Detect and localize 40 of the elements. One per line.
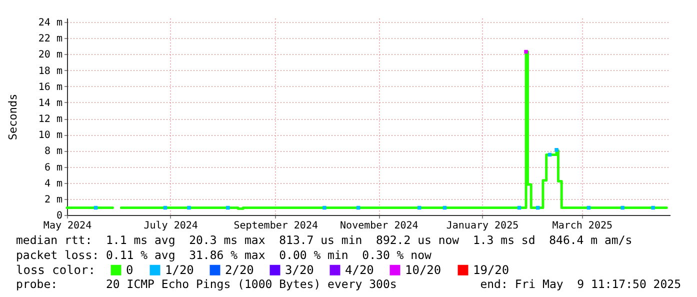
x-tick-label: January 2025	[446, 220, 519, 232]
y-tick-label: 0	[56, 210, 62, 222]
x-tick-label: November 2024	[340, 220, 418, 232]
y-tick-label: 10 m	[38, 130, 62, 142]
x-tick-label: May 2024	[43, 220, 92, 232]
point	[620, 206, 624, 210]
legend-label: 4/20	[345, 263, 374, 278]
point	[651, 206, 655, 210]
y-tick-label: 6 m	[44, 162, 62, 174]
point	[322, 206, 326, 210]
legend-label: 3/20	[285, 263, 314, 278]
y-tick-label: 14 m	[38, 98, 62, 109]
text: median rtt: 1.1 ms avg 20.3 ms max 813.7 us min 892.2 us now 1.3 ms sd 846.4 m am/s	[16, 233, 632, 247]
text: packet loss: 0.11 % avg 31.86 % max 0.00 % min 0.30 % now	[16, 248, 432, 262]
y-tick-label: 18 m	[38, 66, 62, 77]
x-tick-label: March 2025	[552, 220, 613, 232]
legend-label: 10/20	[405, 263, 442, 278]
point	[226, 206, 230, 210]
point	[536, 206, 540, 210]
x-tick-label: September 2024	[234, 220, 318, 232]
legend-label: 19/20	[473, 263, 510, 278]
legend-label: 1/20	[165, 263, 194, 278]
text: end: Fri May 9 11:17:50 2025	[480, 277, 681, 291]
y-tick-label: 4 m	[44, 178, 62, 190]
y-tick-label: 20 m	[38, 50, 62, 61]
text: probe: 20 ICMP Echo Pings (1000 Bytes) every 300s	[16, 277, 397, 291]
y-tick-label: 12 m	[38, 114, 62, 126]
legend-label: 0	[126, 263, 134, 278]
y-tick-label: 22 m	[38, 34, 62, 45]
x-tick-label: July 2024	[144, 220, 198, 232]
point	[554, 148, 558, 152]
y-tick-label: 8 m	[44, 146, 62, 158]
legend-title: loss color:	[16, 263, 96, 277]
point	[524, 50, 528, 54]
y-axis-title: Seconds	[6, 94, 20, 140]
y-tick-label: 16 m	[38, 82, 62, 93]
y-tick-label: 24 m	[38, 18, 62, 29]
legend-label: 2/20	[225, 263, 254, 278]
point	[187, 206, 191, 210]
y-tick-label: 2 m	[44, 194, 62, 206]
